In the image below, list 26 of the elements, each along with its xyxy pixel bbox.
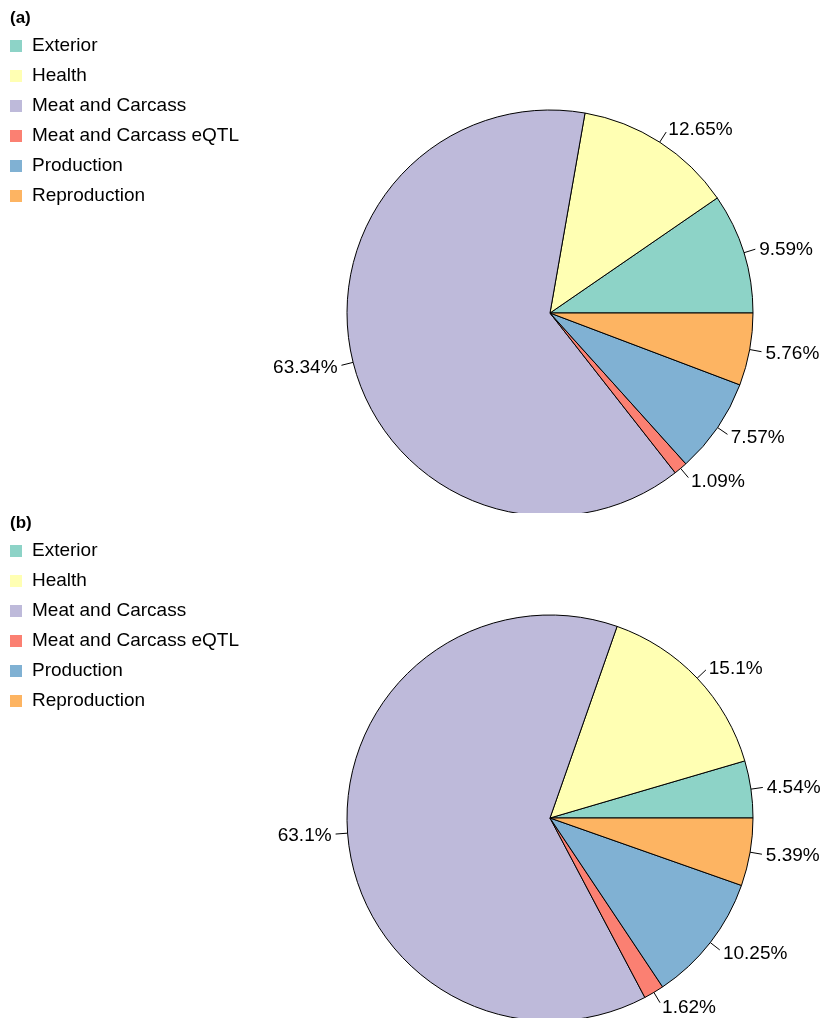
legend-label: Production <box>32 659 123 680</box>
data-label: 9.59% <box>759 237 814 259</box>
data-label: 1.09% <box>690 470 745 492</box>
legend-label: Meat and Carcass eQTL <box>32 124 239 145</box>
legend-label: Meat and Carcass eQTL <box>32 629 239 650</box>
legend-label: Reproduction <box>32 184 146 205</box>
chart-title: (a) <box>10 8 31 28</box>
data-label: 12.65% <box>668 118 733 140</box>
data-label: 63.1% <box>277 823 332 845</box>
legend-label: Health <box>32 569 87 590</box>
data-label: 7.57% <box>730 426 785 448</box>
data-label: 5.76% <box>765 341 820 363</box>
legend-label: Meat and Carcass <box>32 599 187 620</box>
legend-label: Reproduction <box>32 689 146 710</box>
chart-title: (b) <box>10 513 32 533</box>
legend-label: Health <box>32 64 87 85</box>
data-label: 15.1% <box>708 656 763 678</box>
legend-label: Exterior <box>32 539 98 560</box>
data-label: 10.25% <box>722 941 788 963</box>
legend-label: Meat and Carcass <box>32 94 187 115</box>
data-label: 1.62% <box>662 995 717 1017</box>
data-label: 5.39% <box>765 844 820 866</box>
data-label: 63.34% <box>273 355 338 377</box>
legend-label: Production <box>32 154 123 175</box>
data-label: 4.54% <box>766 776 821 798</box>
legend-label: Exterior <box>32 34 98 55</box>
